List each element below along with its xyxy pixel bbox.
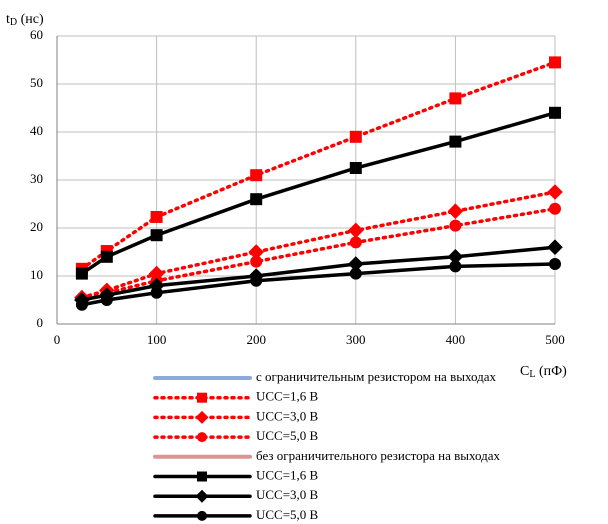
x-tick-label: 200	[246, 332, 266, 347]
y-tick-label: 20	[30, 219, 43, 234]
legend-marker	[195, 410, 209, 424]
y-tick-label: 30	[30, 171, 43, 186]
marker	[75, 267, 88, 280]
marker	[349, 267, 362, 280]
marker	[348, 256, 364, 272]
y-tick-label: 50	[30, 75, 43, 90]
marker	[449, 260, 462, 273]
marker	[449, 135, 462, 148]
legend-marker	[197, 471, 207, 482]
marker	[250, 169, 263, 182]
x-axis-label: CL (пФ)	[520, 364, 567, 380]
marker	[549, 56, 561, 69]
marker	[75, 298, 88, 311]
legend-label: без ограничительного резистора на выхода…	[256, 448, 501, 463]
legend-label: UCC=1,6 В	[256, 389, 319, 404]
y-axis-label: tD (нс)	[6, 12, 44, 28]
marker	[449, 92, 462, 105]
marker	[250, 193, 263, 206]
marker	[449, 219, 462, 232]
marker	[150, 229, 163, 242]
y-tick-label: 10	[30, 267, 43, 282]
legend-label: UCC=3,0 В	[256, 408, 319, 423]
marker	[150, 286, 163, 299]
legend-marker	[197, 432, 207, 443]
marker	[250, 255, 263, 268]
y-tick-label: 0	[37, 315, 44, 330]
marker	[447, 249, 464, 265]
y-tick-label: 40	[30, 123, 43, 138]
x-tick-label: 0	[54, 332, 61, 347]
marker	[349, 130, 362, 143]
marker	[100, 294, 113, 306]
marker	[150, 210, 163, 223]
legend-marker	[195, 489, 209, 503]
x-tick-label: 400	[446, 332, 466, 347]
series-line	[80, 111, 557, 276]
legend-label: UCC=1,6 В	[256, 467, 319, 482]
marker	[349, 162, 362, 174]
legend-marker	[197, 392, 207, 403]
marker	[447, 203, 464, 219]
marker	[549, 106, 561, 119]
x-tick-label: 500	[545, 332, 565, 347]
marker	[547, 184, 563, 200]
marker	[547, 239, 563, 255]
x-tick-label: 100	[147, 332, 167, 347]
marker	[348, 222, 364, 239]
legend-label: UCC=5,0 В	[256, 507, 319, 522]
legend-label: с ограничительным резистором на выходах	[256, 369, 496, 384]
legend-label: UCC=3,0 В	[256, 487, 319, 502]
legend-label: UCC=5,0 В	[256, 428, 319, 443]
marker	[549, 258, 561, 270]
marker	[248, 244, 264, 260]
y-tick-label: 60	[30, 27, 43, 42]
marker	[549, 202, 561, 215]
x-tick-label: 300	[346, 332, 366, 347]
legend-marker	[197, 510, 207, 521]
marker	[100, 250, 113, 263]
marker	[250, 274, 263, 287]
marker	[349, 236, 362, 249]
